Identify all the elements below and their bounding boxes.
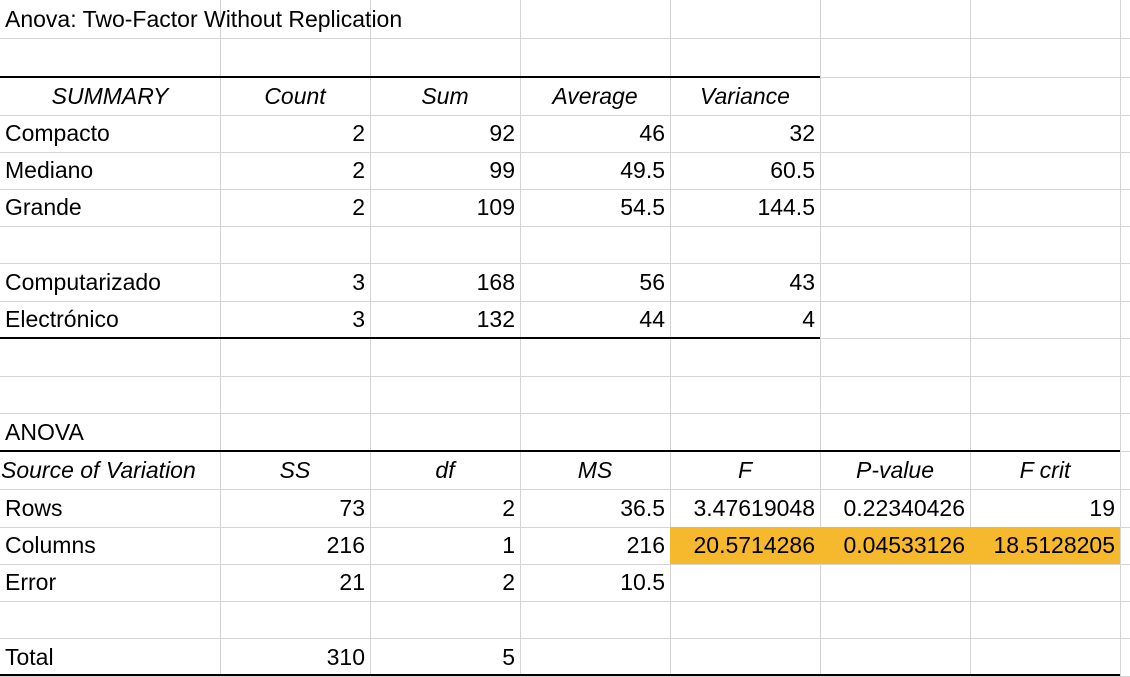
- anova-value[interactable]: 5: [502, 643, 515, 670]
- row-gridline: [0, 38, 1130, 39]
- anova-value[interactable]: 216: [326, 532, 365, 558]
- anova-row-label[interactable]: Columns: [5, 532, 96, 558]
- row-gridline: [0, 301, 1130, 302]
- summary-value[interactable]: 49.5: [620, 157, 665, 183]
- highlighted-value[interactable]: 0.04533126: [820, 527, 970, 564]
- summary-header-summary[interactable]: SUMMARY: [51, 82, 169, 109]
- summary-value[interactable]: 44: [639, 306, 665, 332]
- summary-value[interactable]: 144.5: [757, 194, 815, 220]
- summary-value[interactable]: 168: [476, 268, 515, 295]
- row-gridline: [0, 263, 1130, 264]
- summary-bottom-border: [0, 337, 820, 339]
- summary-value[interactable]: 92: [489, 120, 515, 146]
- summary-value[interactable]: 32: [789, 120, 815, 146]
- anova-value[interactable]: 21: [339, 569, 365, 595]
- row-gridline: [0, 564, 1130, 565]
- anova-top-border: [0, 450, 1120, 452]
- summary-top-border: [0, 76, 820, 78]
- summary-value[interactable]: 4: [802, 306, 815, 332]
- row-gridline: [0, 601, 1130, 602]
- anova-value[interactable]: 36.5: [620, 494, 665, 521]
- row-gridline: [0, 638, 1130, 639]
- summary-value[interactable]: 109: [476, 194, 515, 220]
- summary-row-label[interactable]: Grande: [5, 194, 82, 220]
- summary-value[interactable]: 3: [352, 268, 365, 295]
- anova-row-label[interactable]: Rows: [5, 494, 63, 521]
- highlighted-value[interactable]: 20.5714286: [670, 527, 820, 564]
- anova-header-p-value[interactable]: P-value: [856, 456, 934, 483]
- anova-header-source-of-variation[interactable]: Source of Variation: [1, 456, 196, 483]
- summary-value[interactable]: 56: [639, 268, 665, 295]
- anova-header-ss[interactable]: SS: [279, 456, 311, 483]
- summary-header-count[interactable]: Count: [264, 82, 326, 109]
- summary-value[interactable]: 3: [352, 306, 365, 332]
- anova-row-label[interactable]: Total: [5, 643, 54, 670]
- anova-value[interactable]: 2: [502, 494, 515, 521]
- summary-value[interactable]: 60.5: [770, 157, 815, 183]
- anova-row-label[interactable]: Error: [5, 569, 57, 595]
- row-gridline: [0, 226, 1130, 227]
- anova-value[interactable]: 1: [502, 532, 515, 558]
- anova-header-ms[interactable]: MS: [577, 456, 613, 483]
- summary-row-label[interactable]: Computarizado: [5, 268, 161, 295]
- row-gridline: [0, 189, 1130, 190]
- summary-value[interactable]: 2: [352, 194, 365, 220]
- anova-label[interactable]: ANOVA: [5, 418, 84, 445]
- summary-row-label[interactable]: Mediano: [5, 157, 94, 183]
- analysis-title[interactable]: Anova: Two-Factor Without Replication: [5, 5, 403, 32]
- summary-header-sum[interactable]: Sum: [421, 82, 469, 109]
- anova-bottom-border: [0, 674, 1120, 676]
- anova-header-f-crit[interactable]: F crit: [1019, 456, 1071, 483]
- summary-value[interactable]: 2: [352, 120, 365, 146]
- anova-value[interactable]: 310: [326, 643, 365, 670]
- anova-header-df[interactable]: df: [435, 456, 455, 483]
- row-gridline: [0, 152, 1130, 153]
- summary-value[interactable]: 46: [639, 120, 665, 146]
- summary-value[interactable]: 132: [476, 306, 515, 332]
- row-gridline: [0, 527, 1130, 528]
- row-gridline: [0, 376, 1130, 377]
- anova-value[interactable]: 73: [339, 494, 365, 521]
- summary-value[interactable]: 99: [489, 157, 515, 183]
- summary-value[interactable]: 2: [352, 157, 365, 183]
- row-gridline: [0, 115, 1130, 116]
- summary-value[interactable]: 54.5: [620, 194, 665, 220]
- anova-header-f[interactable]: F: [737, 456, 753, 483]
- anova-value[interactable]: 0.22340426: [843, 494, 965, 521]
- summary-header-average[interactable]: Average: [552, 82, 638, 109]
- anova-value[interactable]: 3.47619048: [693, 494, 815, 521]
- anova-value[interactable]: 2: [502, 569, 515, 595]
- highlighted-value[interactable]: 18.5128205: [970, 527, 1120, 564]
- anova-value[interactable]: 19: [1089, 494, 1115, 521]
- row-gridline: [0, 413, 1130, 414]
- summary-row-label[interactable]: Electrónico: [5, 306, 119, 332]
- anova-value[interactable]: 10.5: [620, 569, 665, 595]
- summary-header-variance[interactable]: Variance: [700, 82, 790, 109]
- summary-row-label[interactable]: Compacto: [5, 120, 110, 146]
- row-gridline: [0, 489, 1130, 490]
- summary-value[interactable]: 43: [789, 268, 815, 295]
- anova-value[interactable]: 216: [626, 532, 665, 558]
